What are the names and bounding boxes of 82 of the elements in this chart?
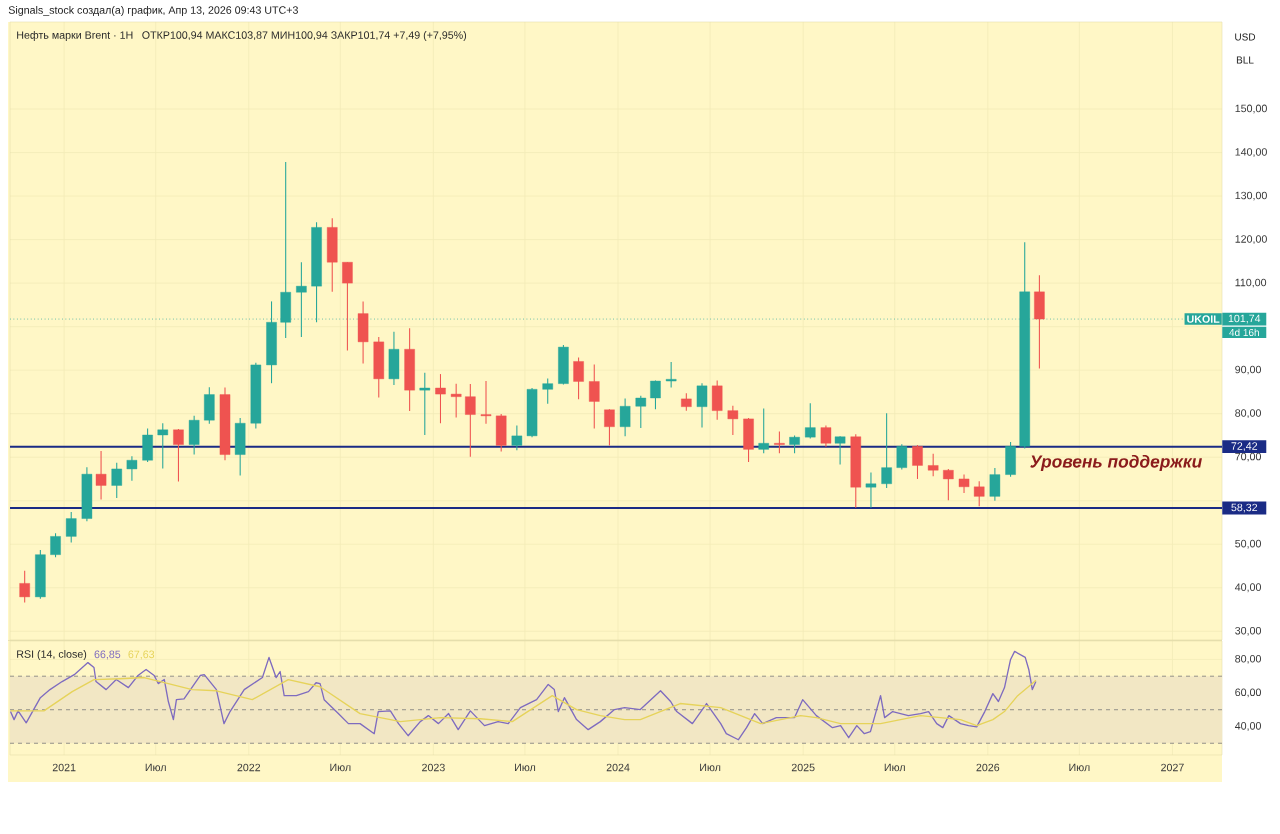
candlestick — [65, 511, 77, 544]
text: 4d 16h — [1229, 328, 1259, 337]
text: Нефть марки Brent · 1Н — [17, 31, 133, 41]
ref-line-label: 101,74 — [1228, 314, 1261, 324]
line-series — [9, 676, 1037, 727]
candlestick — [511, 424, 523, 451]
y-tick-label: 30,00 — [1235, 626, 1261, 636]
candlestick — [834, 435, 846, 466]
x-tick-label: Июл — [515, 763, 536, 772]
candlestick — [896, 443, 908, 470]
y-tick-label: 120,00 — [1235, 235, 1267, 244]
candlestick — [589, 363, 600, 430]
y-tick-label: 60,00 — [1235, 688, 1261, 698]
text: Signals_stock создал(а) график, Апр 13, 2026 09:43 UTC+3 — [8, 6, 298, 16]
candlestick — [604, 408, 615, 446]
candlestick — [665, 361, 677, 389]
candlestick — [989, 467, 1001, 502]
candlestick — [727, 405, 739, 436]
candlestick — [881, 412, 892, 489]
candlestick — [865, 471, 877, 509]
x-tick-label: 2023 — [422, 763, 445, 772]
candlestick — [173, 428, 184, 483]
y-tick-label: 80,00 — [1235, 655, 1261, 664]
candlestick — [650, 380, 661, 410]
candlestick — [480, 380, 492, 425]
y-tick-label: 40,00 — [1234, 583, 1261, 593]
candlestick — [619, 397, 631, 437]
y-tick-label: 140,00 — [1235, 148, 1267, 157]
annotation: 67,63 — [128, 650, 155, 660]
x-tick-label: Июл — [145, 763, 166, 772]
y-tick-label: 150,00 — [1235, 104, 1267, 114]
x-tick-label: Июл — [884, 763, 905, 772]
candlestick — [450, 383, 462, 419]
y-tick-label: 40,00 — [1234, 722, 1261, 731]
candlestick — [573, 356, 584, 400]
annotation: Уровень поддержки — [1030, 454, 1202, 472]
x-tick-label: Июл — [330, 763, 351, 772]
text: ОТКР100,94 МАКС103,87 МИН100,94 ЗАКР101,74 +7,49 (+7,95%) — [142, 31, 467, 41]
candlestick — [635, 395, 647, 429]
x-tick-label: 2024 — [606, 763, 630, 772]
candlestick — [111, 462, 122, 499]
ref-line-label: 72,42 — [1231, 442, 1258, 452]
annotation: 66,85 — [94, 650, 121, 660]
x-tick-label: 2021 — [52, 763, 76, 772]
candlestick — [758, 407, 769, 454]
candlestick — [50, 532, 61, 558]
y-tick-label: 130,00 — [1235, 191, 1267, 201]
y-tick-label: 70,00 — [1235, 452, 1261, 462]
line-series — [9, 650, 1037, 741]
candlestick — [774, 430, 785, 454]
candlestick — [820, 424, 832, 448]
candlestick — [19, 570, 30, 604]
x-tick-label: 2026 — [976, 763, 1000, 772]
candlestick — [542, 377, 553, 405]
y-tick-label: 90,00 — [1235, 365, 1261, 375]
candlestick — [157, 422, 169, 470]
candlestick — [696, 382, 708, 429]
text: BLL — [1236, 56, 1254, 64]
candlestick — [342, 261, 353, 352]
y-tick-label: 110,00 — [1235, 278, 1267, 288]
candlestick — [943, 468, 954, 501]
y-tick-label: 80,00 — [1235, 409, 1261, 419]
candlestick — [912, 444, 923, 480]
candlestick — [435, 373, 446, 424]
x-tick-label: 2025 — [791, 763, 815, 772]
candlestick — [973, 480, 985, 507]
candlestick — [126, 455, 138, 482]
x-tick-label: 2022 — [237, 763, 261, 772]
x-tick-label: Июл — [700, 763, 721, 772]
x-tick-label: Июл — [1069, 763, 1090, 772]
y-tick-label: 50,00 — [1235, 539, 1261, 549]
candlestick — [958, 474, 970, 494]
candlestick — [927, 453, 939, 477]
x-tick-label: 2027 — [1161, 763, 1184, 772]
candlestick — [465, 383, 476, 458]
candlestick — [419, 372, 431, 436]
candlestick — [95, 450, 107, 500]
candlestick — [805, 402, 816, 440]
text: USD — [1235, 33, 1256, 41]
annotation: UKOIL — [1187, 315, 1220, 323]
ref-line-label: 58,32 — [1231, 503, 1258, 513]
text: RSI (14, close) — [17, 650, 87, 660]
